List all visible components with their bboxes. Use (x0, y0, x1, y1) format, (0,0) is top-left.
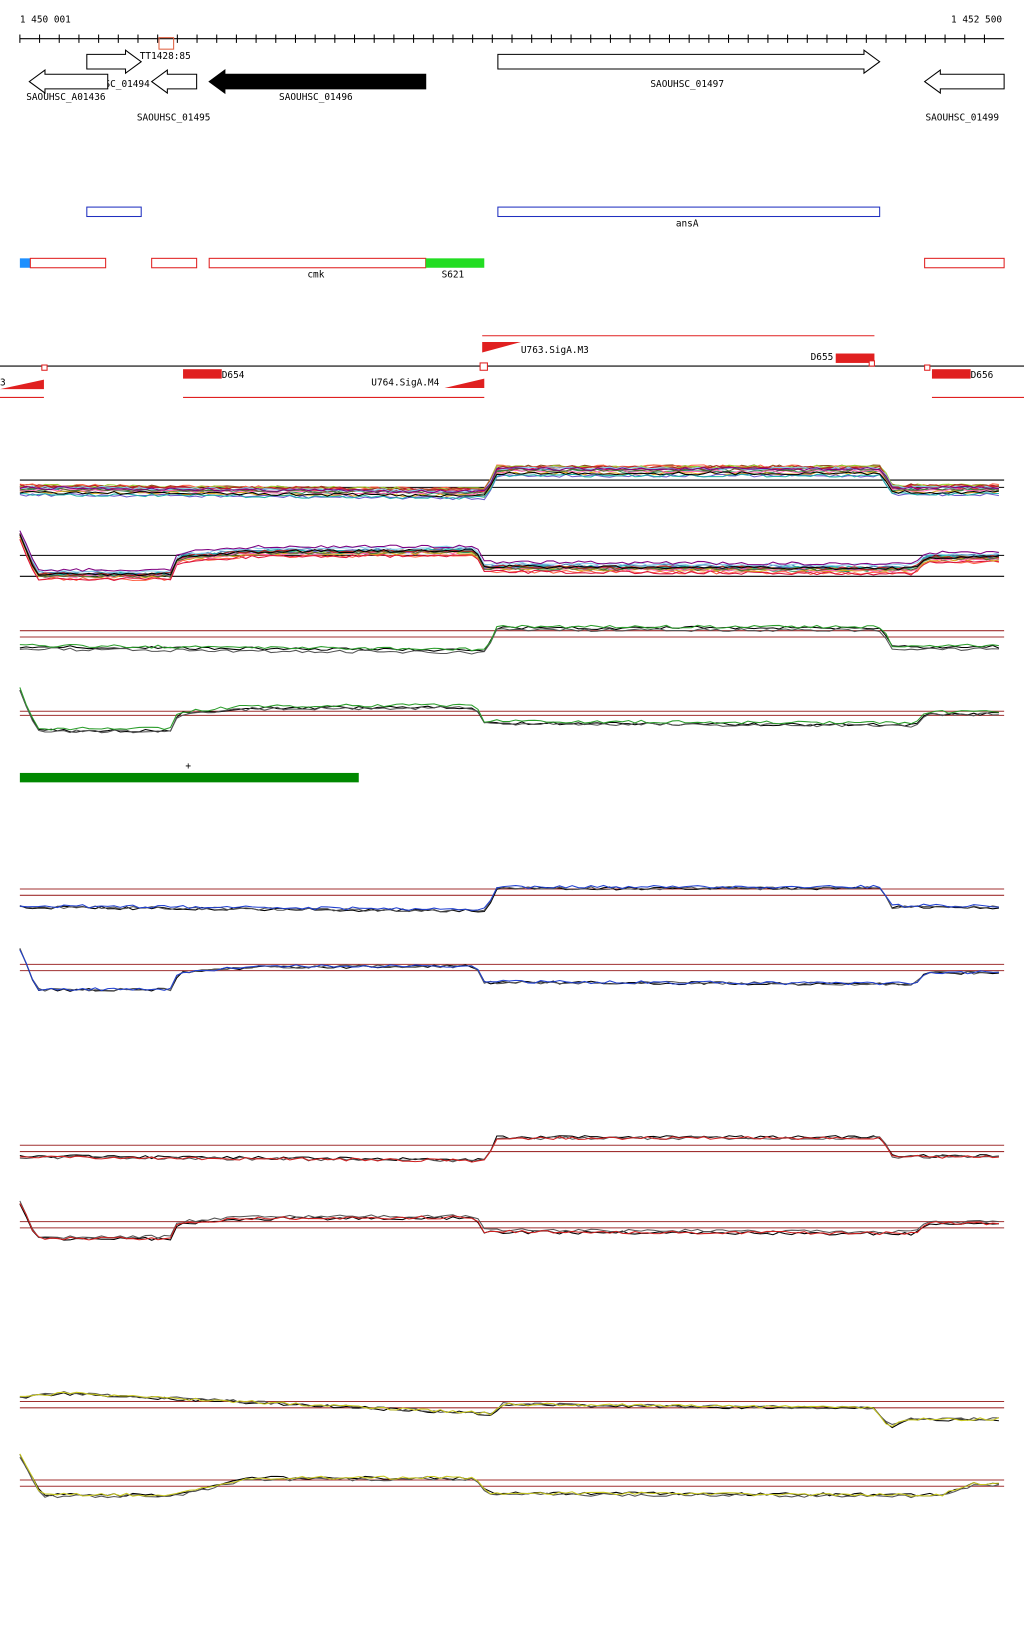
operon-label: ansA (676, 218, 699, 229)
promoter-triangle (0, 379, 44, 390)
ruler-ticks (19, 34, 985, 43)
expression-line (19, 530, 1000, 574)
expression-line (19, 886, 999, 913)
expression-line (19, 624, 999, 652)
expression-line (19, 466, 999, 494)
expression-line (19, 1203, 999, 1241)
expression-line (19, 1136, 999, 1163)
promoter-triangle (444, 378, 485, 389)
expression-line (19, 467, 999, 495)
expression-line (19, 534, 999, 577)
expression-line (19, 884, 999, 911)
expression-line (19, 535, 999, 578)
promoter-label: D655 (811, 352, 834, 363)
promoter-square (479, 362, 488, 371)
expression-tracks (19, 464, 1005, 1499)
promoter-triangle (482, 342, 521, 353)
promoter-square (41, 364, 48, 371)
promoter-box (183, 369, 222, 379)
terminator-box (158, 37, 175, 50)
expression-line (19, 948, 999, 992)
promoter-label: U764.SigA.M4 (371, 377, 439, 388)
promoter-label: D654 (222, 370, 245, 381)
transcript-box (208, 257, 427, 269)
transcript-box (19, 258, 31, 268)
transcript-box (425, 258, 485, 268)
gene-label: SAOUHSC_01494 (76, 79, 150, 90)
promoter-square (924, 364, 931, 371)
region-bar (19, 772, 359, 783)
expression-line (19, 1457, 1000, 1499)
expression-line (19, 886, 999, 913)
operon-box (497, 206, 881, 218)
transcript-box (924, 257, 1005, 269)
expression-line (19, 1453, 999, 1497)
expression-line (19, 949, 999, 992)
transcript-box (29, 257, 107, 269)
expression-line (19, 628, 999, 655)
promoter-box (835, 353, 875, 363)
expression-line (19, 1392, 999, 1429)
transcript-box (151, 257, 198, 269)
gene-label: SAOUHSC_01496 (279, 92, 353, 103)
expression-line (19, 471, 999, 498)
ruler-end: 1 452 500 (951, 14, 1002, 25)
promoter-label: 3 (0, 377, 6, 388)
gene-arrow (923, 69, 1005, 95)
terminator-label: TT1428:85 (140, 51, 191, 62)
expression-line (19, 538, 999, 582)
operon-box (86, 206, 142, 218)
transcript-label: S621 (442, 270, 465, 281)
gene-arrow (497, 49, 881, 75)
gene-label: SAOUHSC_A01436 (26, 92, 106, 103)
promoter-square (868, 360, 875, 367)
region-marker: + (185, 761, 191, 772)
gene-arrow (28, 69, 109, 95)
gene-arrow (208, 69, 427, 95)
gene-label: SAOUHSC_01499 (925, 113, 999, 124)
promoter-box (931, 369, 971, 379)
gene-arrow (150, 69, 198, 95)
promoter-label: D656 (971, 370, 994, 381)
gene-label: SAOUHSC_01495 (137, 113, 211, 124)
expression-line (19, 1453, 999, 1497)
gene-label: SAOUHSC_01497 (650, 79, 724, 90)
expression-line (19, 1391, 1000, 1428)
ruler-start: 1 450 001 (20, 14, 71, 25)
expression-line (19, 473, 999, 500)
expression-line (19, 687, 999, 731)
transcript-label: cmk (307, 270, 324, 281)
promoter-label: U763.SigA.M3 (521, 345, 589, 356)
expression-line (19, 1135, 999, 1162)
expression-line (19, 530, 999, 572)
expression-line (19, 1203, 999, 1241)
gene-arrow (86, 49, 143, 75)
